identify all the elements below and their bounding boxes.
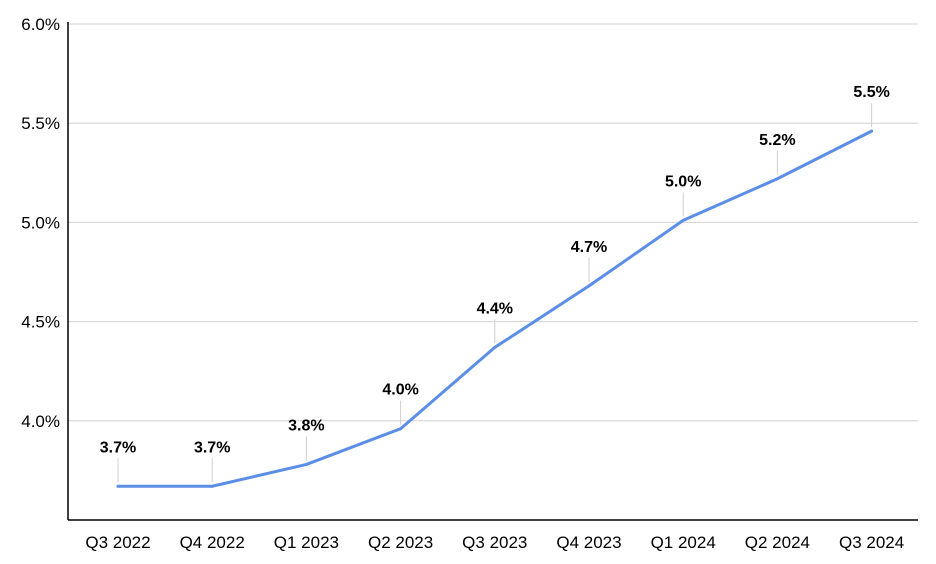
y-tick-label: 5.5% [21, 114, 60, 133]
gridlines [68, 23, 918, 422]
x-tick-label: Q3 2024 [839, 533, 904, 552]
x-tick-label: Q2 2023 [368, 533, 433, 552]
series [116, 129, 874, 488]
y-tick-label: 4.5% [21, 313, 60, 332]
data-label: 3.8% [288, 417, 324, 434]
x-tick-label: Q3 2022 [85, 533, 150, 552]
x-tick-label: Q3 2023 [462, 533, 527, 552]
axes [67, 22, 918, 521]
data-label: 5.5% [853, 84, 889, 101]
data-point [681, 218, 685, 222]
data-point [870, 129, 874, 133]
data-label: 5.2% [759, 132, 795, 149]
data-point [210, 484, 214, 488]
data-label: 5.0% [665, 173, 701, 190]
data-point [304, 462, 308, 466]
data-label: 3.7% [194, 439, 230, 456]
data-label: 4.4% [477, 300, 513, 317]
x-tick-label: Q1 2024 [651, 533, 716, 552]
data-point [399, 427, 403, 431]
y-tick-label: 6.0% [21, 15, 60, 34]
y-tick-labels: 4.0% 4.5% 5.0% 5.5% 6.0% [21, 15, 60, 431]
data-point [775, 177, 779, 181]
data-labels: 3.7% 3.7% 3.8% 4.0% 4.4% 4.7% 5.0% 5.2% 5.5% [100, 84, 890, 456]
label-leaders [117, 103, 873, 483]
y-tick-label: 4.0% [21, 412, 60, 431]
x-tick-labels: Q3 2022 Q4 2022 Q1 2023 Q2 2023 Q3 2023 Q4 20… [85, 533, 904, 552]
data-label: 4.7% [571, 239, 607, 256]
x-tick-label: Q4 2022 [180, 533, 245, 552]
data-label: 4.0% [382, 382, 418, 399]
data-point [116, 484, 120, 488]
data-label: 3.7% [100, 439, 136, 456]
data-point [493, 345, 497, 349]
x-tick-label: Q4 2023 [556, 533, 621, 552]
data-point [587, 284, 591, 288]
x-tick-label: Q1 2023 [274, 533, 339, 552]
y-tick-label: 5.0% [21, 213, 60, 232]
x-tick-label: Q2 2024 [745, 533, 810, 552]
